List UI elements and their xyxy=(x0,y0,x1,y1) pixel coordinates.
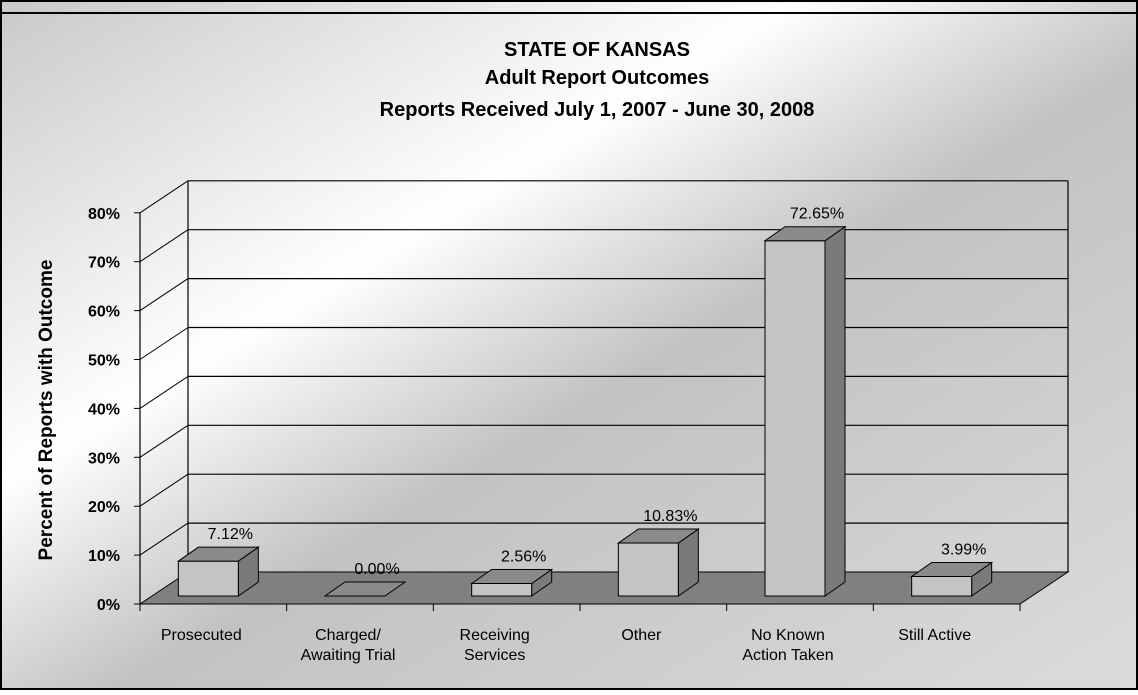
side-wall-gridline xyxy=(139,229,189,263)
category-label: Action Taken xyxy=(742,647,833,664)
y-tick-label: 0% xyxy=(97,597,120,614)
bar-top xyxy=(323,581,407,597)
bar-front xyxy=(764,240,826,597)
bar-front xyxy=(911,575,973,597)
y-tick-label: 20% xyxy=(88,499,120,516)
bar xyxy=(763,225,847,597)
bar-top xyxy=(910,561,994,577)
bar-front xyxy=(617,542,679,597)
category-label: Prosecuted xyxy=(161,627,242,644)
bar xyxy=(323,581,407,597)
category-label: Awaiting Trial xyxy=(301,647,396,664)
data-label: 3.99% xyxy=(941,541,986,558)
side-wall-gridline xyxy=(139,180,189,214)
title-line-3: Reports Received July 1, 2007 - June 30,… xyxy=(380,99,815,121)
y-tick-label: 60% xyxy=(88,304,120,321)
bars xyxy=(176,225,994,597)
category-labels: Prosecuted Charged/Awaiting Trial Receivin… xyxy=(161,627,971,664)
side-wall-gridline xyxy=(139,424,189,458)
y-tick-label: 30% xyxy=(88,450,120,467)
bar-top xyxy=(470,568,554,584)
data-label: 7.12% xyxy=(208,526,253,543)
bar xyxy=(176,546,260,597)
y-axis-label: Percent of Reports with Outcome xyxy=(36,260,57,561)
data-label: 2.56% xyxy=(501,548,546,565)
y-tick-labels: 0% 10% 20% 30% 40% 50% 60% 70% 80% xyxy=(88,206,120,614)
category-label: No Known xyxy=(751,627,825,644)
category-label: Charged/ xyxy=(315,627,381,644)
side-wall-gridline xyxy=(139,375,189,409)
y-tick-label: 70% xyxy=(88,255,120,272)
bar xyxy=(910,561,994,597)
side-wall-gridline xyxy=(139,278,189,312)
y-tick-label: 80% xyxy=(88,206,120,223)
data-labels: 7.12% 0.00% 2.56% 10.83% 72.65% 3.99% xyxy=(208,206,987,578)
bar xyxy=(616,528,700,597)
bar xyxy=(470,568,554,597)
bar-side xyxy=(824,225,846,597)
y-tick-label: 50% xyxy=(88,353,120,370)
chart-title: STATE OF KANSAS Adult Report Outcomes Re… xyxy=(380,39,815,121)
title-line-2: Adult Report Outcomes xyxy=(485,67,709,89)
bar-top xyxy=(176,546,260,562)
data-label: 0.00% xyxy=(354,561,399,578)
data-label: 10.83% xyxy=(643,508,697,525)
title-line-1: STATE OF KANSAS xyxy=(504,39,690,61)
side-wall-gridline xyxy=(139,522,189,556)
data-label: 72.65% xyxy=(790,206,844,223)
side-wall-gridline xyxy=(139,473,189,507)
category-label: Services xyxy=(464,647,525,664)
y-tick-label: 40% xyxy=(88,401,120,418)
side-wall-gridline xyxy=(139,327,189,360)
category-label: Receiving xyxy=(460,627,530,644)
bar-front xyxy=(177,560,239,597)
bar-front xyxy=(471,582,533,597)
category-label: Still Active xyxy=(898,627,971,644)
bar-top xyxy=(616,528,700,544)
bar-top xyxy=(763,226,847,242)
category-label: Other xyxy=(621,627,662,644)
y-tick-label: 10% xyxy=(88,548,120,565)
